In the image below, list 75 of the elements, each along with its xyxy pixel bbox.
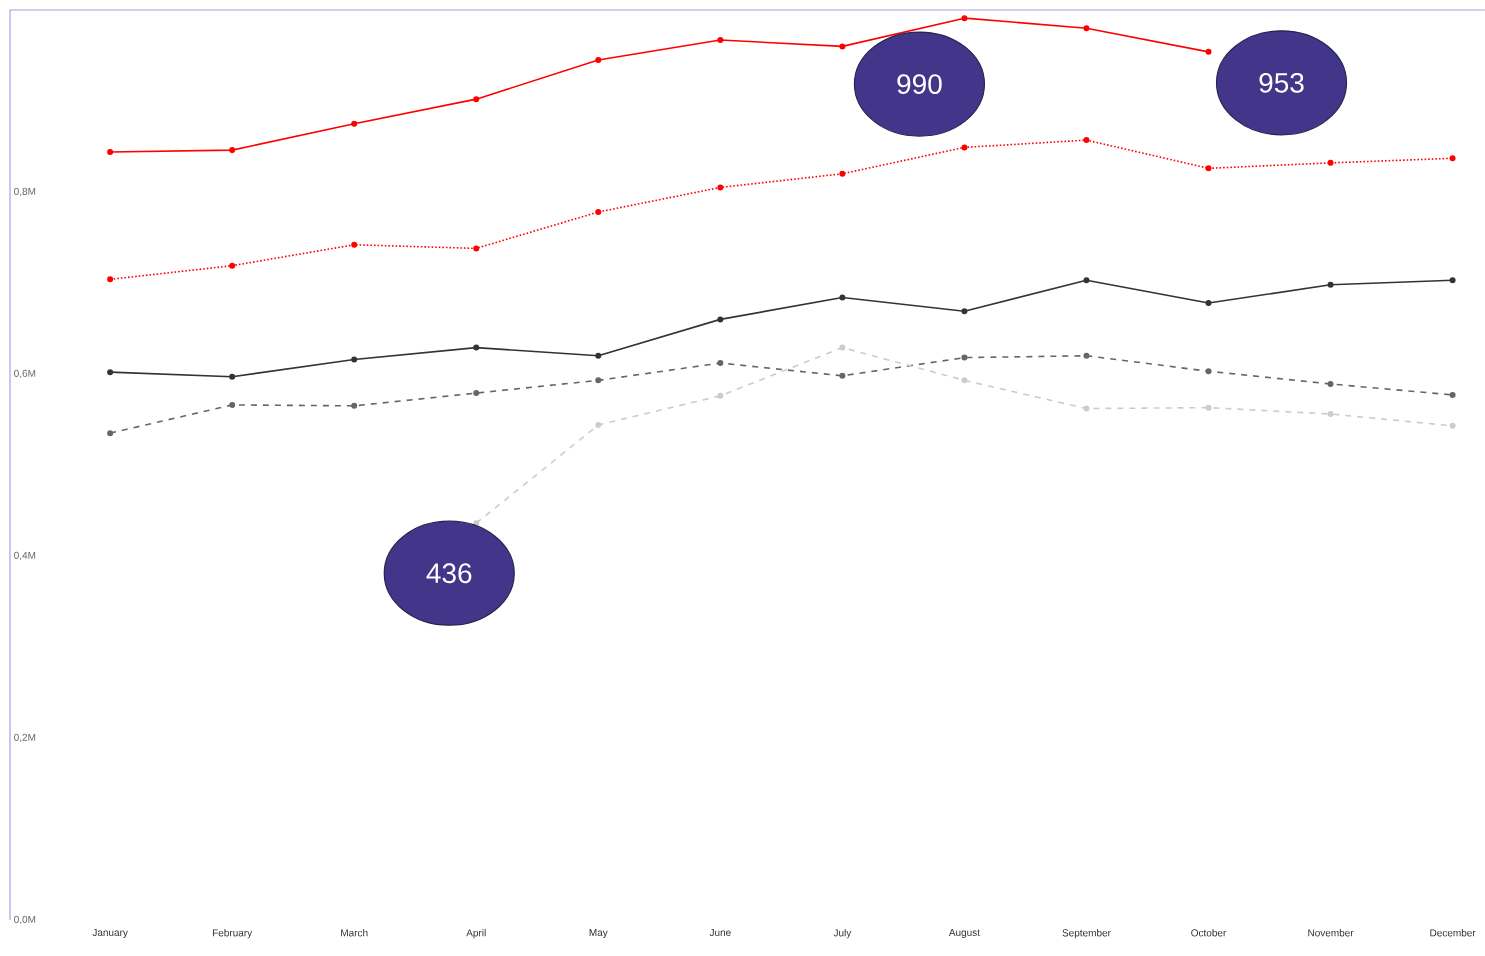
y-tick-label: 0,8M — [14, 187, 36, 197]
y-tick-label: 0,0M — [14, 915, 36, 925]
x-tick-label: March — [341, 929, 368, 937]
point — [107, 276, 114, 283]
point — [473, 96, 480, 103]
y-tick-label: 0,2M — [14, 733, 36, 743]
point — [595, 421, 602, 428]
point — [595, 57, 602, 64]
point — [1327, 159, 1334, 166]
point — [961, 377, 968, 384]
point — [595, 377, 602, 384]
point — [473, 390, 480, 397]
point — [229, 373, 236, 380]
x-tick-label: January — [92, 929, 128, 938]
point — [351, 356, 358, 363]
point — [107, 369, 114, 376]
point — [961, 15, 968, 22]
x-tick-label: May — [589, 929, 608, 938]
point — [351, 120, 358, 127]
point — [1083, 352, 1090, 359]
point — [229, 262, 236, 269]
point — [1205, 300, 1212, 306]
point — [839, 344, 846, 351]
point — [595, 352, 602, 359]
annotation: 990 — [897, 74, 942, 94]
point — [961, 144, 968, 151]
annotation: 953 — [1259, 72, 1304, 93]
x-tick-label: October — [1191, 929, 1227, 937]
point — [961, 308, 968, 315]
point — [1449, 155, 1456, 162]
point — [1327, 281, 1334, 288]
point — [1327, 411, 1334, 418]
point — [839, 372, 846, 379]
point — [229, 401, 236, 408]
point — [1205, 368, 1212, 375]
point — [717, 360, 724, 367]
point — [1449, 277, 1456, 284]
x-tick-label: June — [709, 929, 731, 937]
point — [473, 245, 480, 252]
point — [717, 37, 724, 44]
point — [717, 392, 724, 399]
y-tick-label: 0,4M — [14, 551, 36, 561]
point — [839, 294, 846, 301]
x-tick-label: November — [1308, 929, 1354, 937]
y-tick-label: 0,6M — [14, 369, 36, 379]
point — [1083, 277, 1090, 284]
point — [351, 402, 358, 409]
point — [1449, 422, 1456, 429]
point — [1205, 404, 1212, 411]
x-tick-label: April — [466, 929, 486, 939]
point — [717, 184, 724, 191]
x-tick-label: December — [1430, 929, 1476, 937]
annotation: 436 — [426, 563, 472, 584]
point — [1205, 48, 1212, 55]
point — [107, 430, 114, 437]
point — [717, 316, 724, 323]
x-tick-label: February — [212, 929, 253, 939]
point — [1083, 405, 1090, 412]
x-tick-label: August — [948, 929, 980, 938]
point — [473, 344, 480, 351]
point — [1205, 165, 1212, 172]
point — [229, 147, 236, 154]
x-tick-label: July — [833, 929, 852, 939]
point — [839, 43, 846, 50]
point — [595, 209, 602, 215]
point — [107, 148, 114, 155]
point — [961, 354, 968, 361]
point — [1449, 391, 1456, 398]
point — [1083, 25, 1090, 32]
point — [473, 520, 480, 527]
point — [1083, 137, 1090, 144]
point — [351, 241, 358, 248]
point — [839, 170, 846, 177]
x-tick-label: September — [1062, 929, 1111, 939]
point — [1327, 380, 1334, 387]
